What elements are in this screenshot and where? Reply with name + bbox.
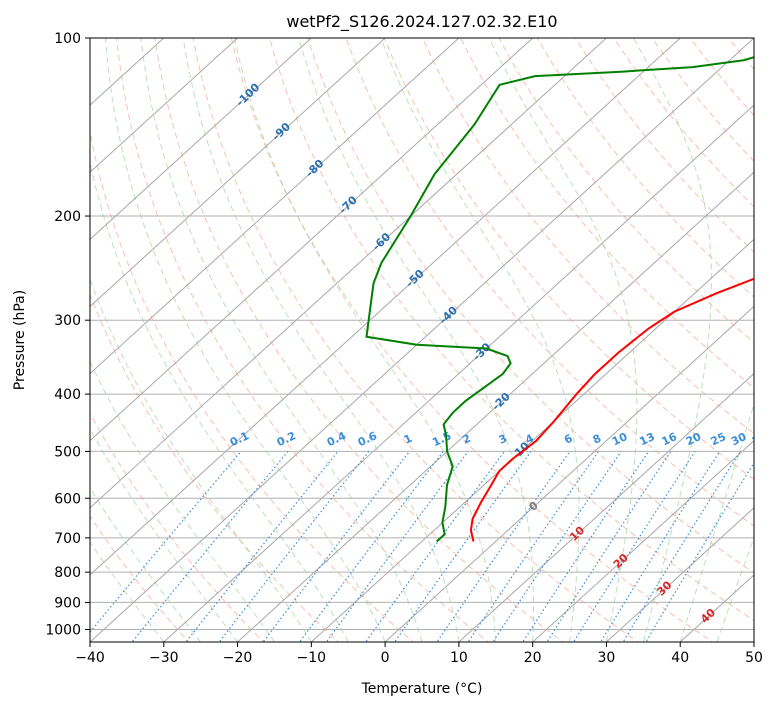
dry-adiabat <box>568 25 775 645</box>
isotherm-line <box>16 38 680 642</box>
dry-adiabat <box>530 25 775 645</box>
isotherm-line <box>164 38 775 642</box>
mixing-ratio-line <box>364 451 504 644</box>
dry-adiabat <box>78 25 417 645</box>
dry-adiabat <box>228 25 716 645</box>
y-axis-label: Pressure (hPa) <box>12 290 28 390</box>
moist-adiabat <box>717 38 775 642</box>
dry-adiabat <box>455 25 775 645</box>
x-axis-label: Temperature (°C) <box>361 681 483 697</box>
x-tick-label: 10 <box>450 650 468 666</box>
mixing-ratio-label: 0.6 <box>356 429 379 449</box>
temperature-profile-line <box>471 38 775 542</box>
dry-adiabat <box>153 25 566 645</box>
mixing-ratio-line <box>521 451 648 644</box>
dry-adiabat <box>756 25 775 645</box>
mixing-ratio-label: 13 <box>637 430 656 448</box>
mixing-ratio-line <box>491 451 621 644</box>
y-tick-label: 1000 <box>45 622 81 638</box>
mixing-ratio-line <box>184 451 338 644</box>
mixing-ratio-label: 0.4 <box>325 429 348 449</box>
mixing-ratio-label: 0.1 <box>228 429 251 449</box>
dry-adiabat <box>492 25 775 645</box>
mixing-ratio-label: 2 <box>460 432 472 447</box>
x-tick-label: −30 <box>149 650 179 666</box>
isotherm-line <box>0 38 238 642</box>
isotherm-line <box>0 38 385 642</box>
moist-adiabat <box>183 38 459 642</box>
mixing-ratio-label: 6 <box>562 432 575 447</box>
isotherm-label: -100 <box>234 80 263 109</box>
moist-adiabat <box>48 38 312 642</box>
moist-adiabat <box>489 38 637 642</box>
mixing-ratio-label: 1.5 <box>430 429 453 449</box>
dry-adiabat <box>681 25 775 645</box>
mixing-ratio-label: 36 <box>750 430 770 448</box>
dry-adiabat <box>379 25 775 645</box>
y-tick-label: 400 <box>54 387 81 403</box>
x-tick-label: −40 <box>75 650 105 666</box>
mixing-ratio-line <box>546 451 671 644</box>
dewpoint-profile-line <box>367 38 775 542</box>
moist-adiabat <box>0 38 238 642</box>
isotherm-line <box>754 38 775 642</box>
y-tick-label: 900 <box>54 595 81 611</box>
y-tick-label: 700 <box>54 531 81 547</box>
mixing-ratio-line <box>261 451 409 644</box>
mixing-ratio-label: 8 <box>591 432 603 447</box>
mixing-ratio-line <box>80 451 241 644</box>
mixing-ratio-label: 30 <box>729 430 749 448</box>
mixing-ratio-label: 20 <box>684 430 704 448</box>
y-tick-label: 200 <box>54 209 81 225</box>
x-tick-label: −20 <box>223 650 253 666</box>
y-tick-label: 600 <box>54 491 81 507</box>
x-tick-label: −10 <box>297 650 327 666</box>
moist-adiabat <box>299 38 534 642</box>
dry-adiabat <box>2 25 267 645</box>
dry-adiabat <box>417 25 775 645</box>
moist-adiabat <box>23 38 275 642</box>
x-tick-label: 0 <box>381 650 390 666</box>
moist-adiabat <box>235 38 496 642</box>
mixing-ratio-label: 16 <box>660 430 680 448</box>
x-tick-label: 20 <box>524 650 542 666</box>
mixing-ratio-line <box>622 451 741 644</box>
dry-adiabat <box>304 25 775 645</box>
y-tick-label: 500 <box>54 444 81 460</box>
mixing-ratio-label: 1 <box>402 432 414 447</box>
chart-title: wetPf2_S126.2024.127.02.32.E10 <box>286 12 557 32</box>
mixing-ratio-line <box>298 451 444 644</box>
dry-adiabat <box>115 25 491 645</box>
dry-adiabat <box>0 25 191 645</box>
mixing-ratio-label: 3 <box>497 432 509 447</box>
isotherm-line <box>0 38 533 642</box>
mixing-ratio-line <box>130 451 288 644</box>
moist-adiabat <box>0 38 201 642</box>
y-tick-label: 100 <box>54 31 81 47</box>
x-tick-label: 40 <box>671 650 689 666</box>
y-tick-label: 800 <box>54 565 81 581</box>
dry-adiabat <box>718 25 775 645</box>
x-tick-label: 30 <box>598 650 616 666</box>
y-tick-label: 300 <box>54 313 81 329</box>
mixing-ratio-label: 25 <box>709 430 728 448</box>
isotherm-line <box>0 38 311 642</box>
mixing-ratio-line <box>572 451 695 644</box>
x-tick-label: 50 <box>745 650 763 666</box>
mixing-ratio-label: 10 <box>610 430 630 448</box>
